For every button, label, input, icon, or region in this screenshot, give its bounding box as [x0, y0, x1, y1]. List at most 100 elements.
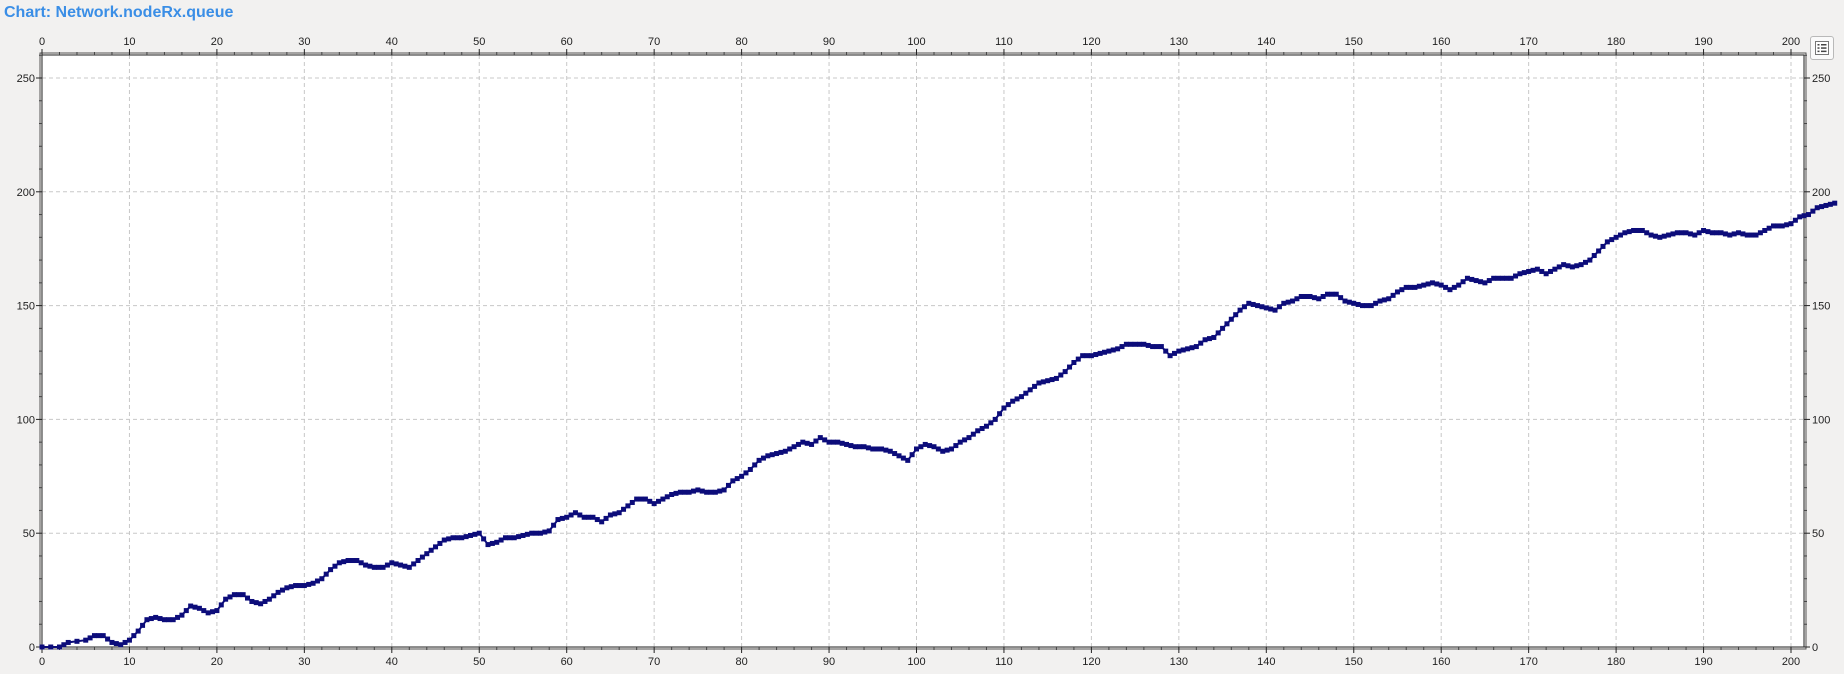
data-point	[791, 444, 797, 450]
data-point	[844, 441, 850, 447]
data-point-marker	[725, 482, 731, 488]
data-point	[809, 441, 815, 447]
data-point	[1176, 348, 1182, 354]
data-point	[135, 628, 141, 634]
data-point	[293, 583, 299, 589]
x-tick-label-bottom: 50	[473, 656, 485, 668]
data-point-marker	[306, 581, 312, 587]
data-point	[704, 489, 710, 495]
data-point-marker	[1049, 377, 1055, 383]
x-tick-label-top: 90	[823, 36, 835, 48]
data-point-marker	[1250, 301, 1256, 307]
data-point	[1779, 223, 1785, 229]
data-point	[1464, 275, 1470, 281]
x-tick-label-bottom: 80	[735, 656, 747, 668]
data-point-marker	[1093, 352, 1099, 358]
data-point	[966, 435, 972, 441]
x-tick-label-top: 150	[1345, 36, 1363, 48]
data-point	[1508, 275, 1514, 281]
data-point-marker	[577, 512, 583, 518]
data-point	[494, 539, 500, 545]
data-point-marker	[743, 470, 749, 476]
data-point-marker	[1180, 347, 1186, 353]
data-point-marker	[612, 511, 618, 517]
data-point-marker	[1827, 201, 1833, 207]
data-point-marker	[1329, 291, 1335, 297]
data-point	[765, 453, 771, 459]
y-tick-label-right: 250	[1812, 73, 1830, 85]
x-tick-label-bottom: 20	[211, 656, 223, 668]
legend-toggle-button[interactable]	[1810, 36, 1834, 60]
y-tick-label-left: 250	[17, 73, 35, 85]
data-point-marker	[1136, 341, 1142, 347]
data-point-marker	[1539, 268, 1545, 274]
data-point	[625, 503, 631, 509]
data-point-marker	[1381, 297, 1387, 303]
data-point-marker	[1652, 233, 1658, 239]
data-point	[1027, 387, 1033, 393]
data-point	[1080, 353, 1086, 359]
data-point	[1316, 296, 1322, 302]
data-point	[651, 501, 657, 507]
data-point-marker	[507, 535, 513, 541]
data-point-marker	[1530, 267, 1536, 273]
x-tick-label-bottom: 130	[1170, 656, 1188, 668]
data-point-marker	[271, 593, 277, 599]
x-tick-label-top: 30	[298, 36, 310, 48]
data-point	[275, 589, 281, 595]
data-point	[1088, 353, 1094, 359]
data-point-marker	[656, 498, 662, 504]
data-point-marker	[542, 529, 548, 535]
data-point-marker	[201, 608, 207, 614]
data-point-marker	[699, 488, 705, 494]
y-tick-label-left: 150	[17, 301, 35, 313]
data-point	[258, 601, 264, 607]
data-point	[1193, 344, 1199, 350]
x-tick-label-top: 140	[1257, 36, 1275, 48]
x-tick-label-top: 80	[735, 36, 747, 48]
data-point-marker	[1189, 345, 1195, 351]
data-point-marker	[874, 446, 880, 452]
data-point-marker	[909, 452, 915, 458]
data-point	[1683, 230, 1689, 236]
data-point	[599, 519, 605, 525]
data-point-marker	[113, 641, 119, 647]
data-point	[83, 637, 89, 643]
data-point-marker	[1032, 383, 1038, 389]
data-point-marker	[594, 517, 600, 523]
data-point	[161, 617, 167, 623]
data-point-marker	[1145, 342, 1151, 348]
data-point-marker	[1495, 275, 1501, 281]
data-point	[1587, 257, 1593, 263]
data-point-marker	[795, 441, 801, 447]
data-point-marker	[1670, 231, 1676, 237]
data-point	[170, 617, 176, 623]
data-point	[1211, 334, 1217, 340]
data-point-marker	[87, 635, 93, 641]
data-point-marker	[341, 559, 347, 565]
data-point-marker	[682, 489, 688, 495]
data-point	[1517, 271, 1523, 277]
data-point	[511, 535, 517, 541]
data-point-marker	[1023, 390, 1029, 396]
data-point	[1386, 296, 1392, 302]
data-point	[476, 530, 482, 536]
data-point	[1272, 307, 1278, 313]
data-point	[450, 535, 456, 541]
data-point	[669, 492, 675, 498]
x-tick-label-bottom: 160	[1432, 656, 1450, 668]
data-point	[310, 580, 316, 586]
data-point-marker	[314, 578, 320, 584]
data-point	[1325, 291, 1331, 297]
data-point-marker	[1154, 344, 1160, 350]
data-point-marker	[1198, 340, 1204, 346]
data-point	[1692, 232, 1698, 238]
data-point	[1333, 291, 1339, 297]
data-point	[240, 592, 246, 598]
data-point-marker	[883, 447, 889, 453]
data-point	[485, 542, 491, 548]
data-point	[660, 496, 666, 502]
data-point-marker	[1259, 304, 1265, 310]
data-point-marker	[428, 547, 434, 553]
data-point-marker	[865, 445, 871, 451]
